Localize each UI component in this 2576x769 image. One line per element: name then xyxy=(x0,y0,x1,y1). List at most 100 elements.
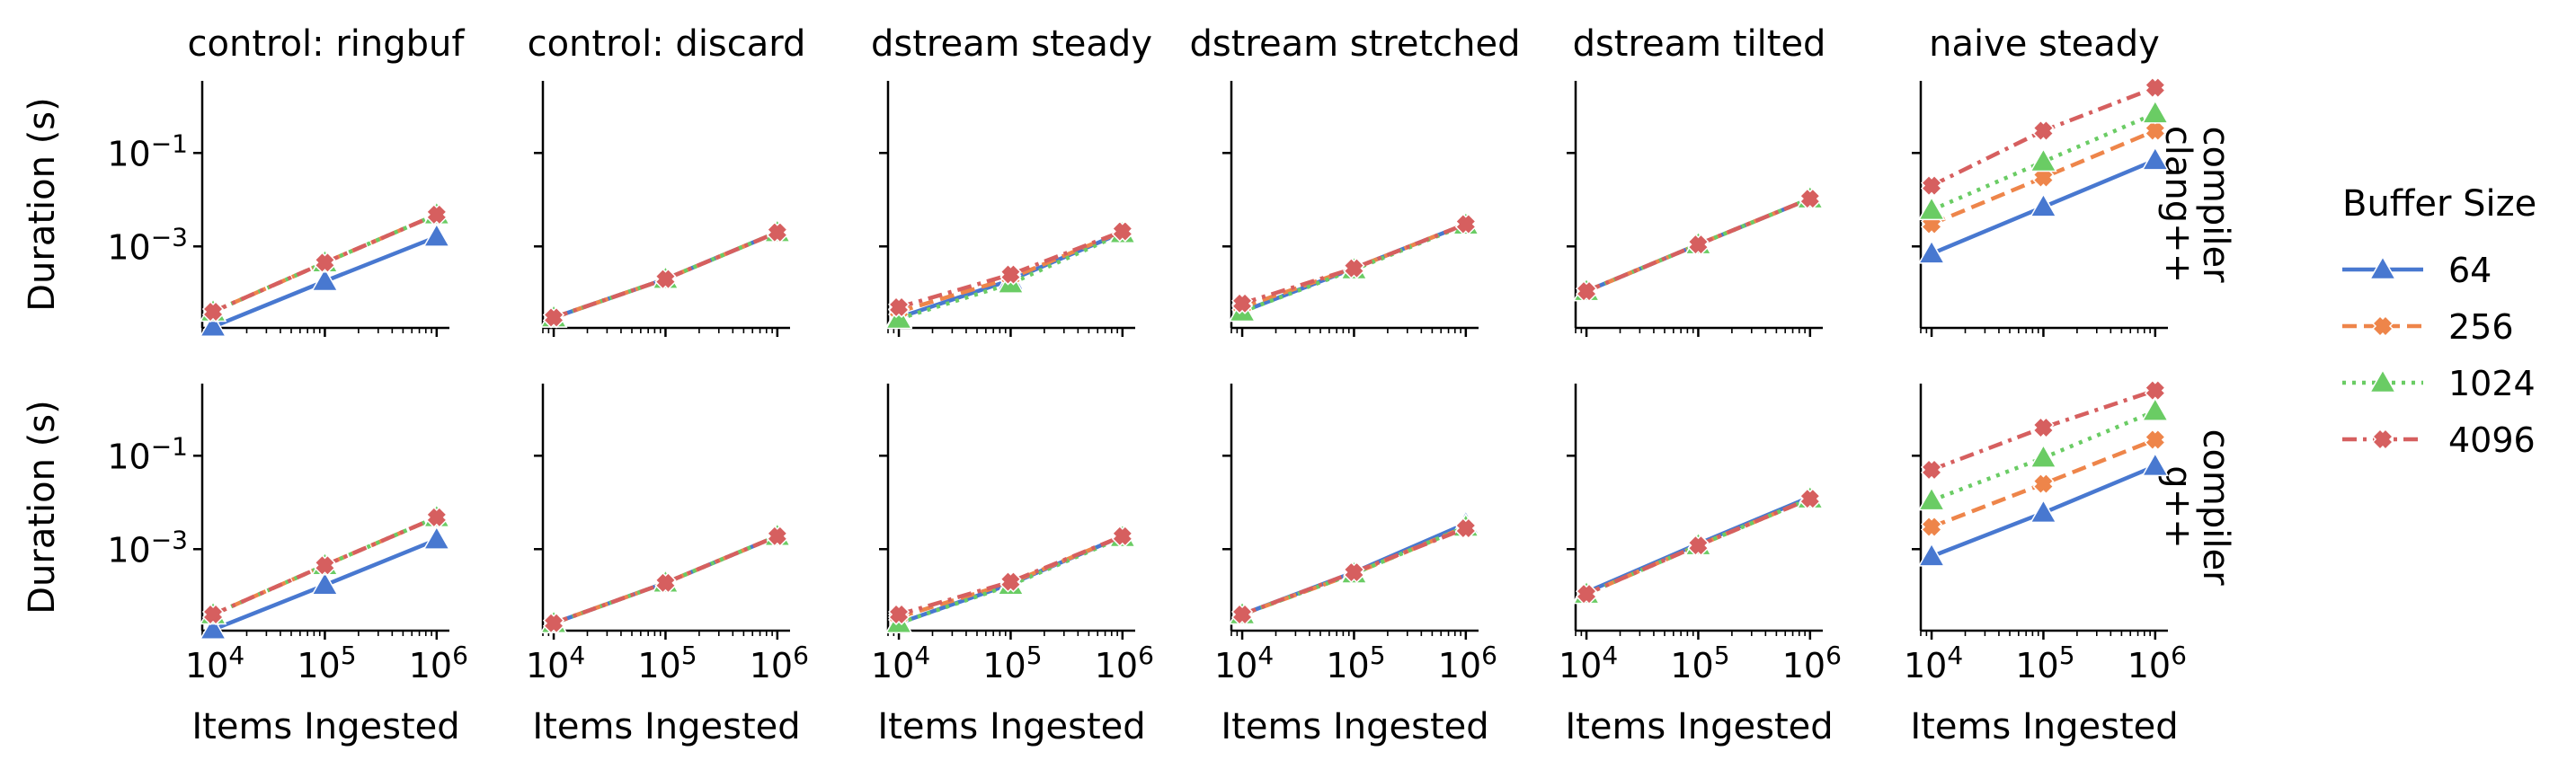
panel-title: dstream steady xyxy=(871,23,1152,65)
data-point xyxy=(2032,416,2055,439)
data-point xyxy=(1799,488,1821,510)
data-point xyxy=(311,267,339,292)
x-tick-label: 106 xyxy=(409,641,468,685)
panel-title: dstream tilted xyxy=(1573,23,1826,65)
data-point xyxy=(1920,516,1943,538)
series-64 xyxy=(1917,146,2170,264)
legend-marker xyxy=(2371,314,2394,338)
panel-1-2: control: discard xyxy=(528,23,806,337)
data-point xyxy=(1920,458,1943,481)
series-4096 xyxy=(1920,379,2166,481)
data-point xyxy=(201,603,225,626)
panel-2-5: 104 105 106 Items Ingested xyxy=(1559,384,1842,747)
panel-1-3: dstream steady xyxy=(871,23,1152,337)
data-point xyxy=(199,615,227,641)
series-line xyxy=(1931,388,2156,473)
x-tick-label: 104 xyxy=(1559,641,1618,685)
panel-title: control: discard xyxy=(528,23,806,65)
x-axis-label: Items Ingested xyxy=(191,706,459,747)
data-point xyxy=(1111,220,1133,243)
data-point xyxy=(1111,525,1133,547)
x-axis-label: Items Ingested xyxy=(1565,706,1833,747)
data-point xyxy=(2032,473,2055,495)
series-line xyxy=(898,534,1124,617)
series-4096 xyxy=(1575,488,1821,605)
data-point xyxy=(2141,146,2170,171)
data-point xyxy=(1917,239,1946,264)
x-tick-label: 105 xyxy=(637,641,697,685)
series-4096 xyxy=(542,221,788,329)
data-point xyxy=(2144,379,2166,402)
legend: Buffer Size 64 256 1024 4096 xyxy=(2342,183,2536,460)
series-4096 xyxy=(1230,517,1477,626)
y-tick-label: 10−1 xyxy=(107,431,188,476)
data-point xyxy=(311,570,339,596)
series-64 xyxy=(199,526,451,641)
series-line xyxy=(1586,197,1811,294)
series-256 xyxy=(1920,119,2166,235)
x-tick-label: 106 xyxy=(750,641,809,685)
x-tick-label: 106 xyxy=(2127,641,2187,685)
data-point xyxy=(314,252,336,274)
y-tick-label: 10−1 xyxy=(107,128,188,173)
panel-2-4: 104 105 106 Items Ingested xyxy=(1214,384,1497,747)
series-line xyxy=(212,212,438,314)
data-point xyxy=(1230,603,1254,626)
data-point xyxy=(1917,542,1946,567)
data-point xyxy=(654,571,677,594)
x-tick-label: 105 xyxy=(297,641,356,685)
data-point xyxy=(2144,429,2166,451)
x-axis-label: Items Ingested xyxy=(532,706,800,747)
legend-label: 1024 xyxy=(2448,364,2536,403)
data-point xyxy=(1454,517,1477,540)
data-point xyxy=(1575,280,1598,303)
series-line xyxy=(553,534,778,625)
data-point xyxy=(422,223,451,247)
x-tick-label: 106 xyxy=(1782,641,1842,685)
x-tick-label: 104 xyxy=(871,641,930,685)
series-line xyxy=(1586,497,1811,597)
data-point xyxy=(2030,147,2057,172)
data-point xyxy=(2030,499,2057,524)
x-tick-label: 106 xyxy=(1095,641,1154,685)
series-line xyxy=(212,515,438,617)
data-point xyxy=(542,306,565,329)
data-point xyxy=(766,221,788,243)
series-4096 xyxy=(542,525,788,634)
legend-title: Buffer Size xyxy=(2342,183,2536,225)
legend-label: 64 xyxy=(2448,251,2492,290)
series-64 xyxy=(1917,452,2170,567)
series-line xyxy=(553,230,778,320)
x-axis-label: Items Ingested xyxy=(877,706,1145,747)
data-point xyxy=(2032,119,2055,142)
x-tick-label: 104 xyxy=(185,641,244,685)
panel-1-1: control: ringbuf 10−3 10−1 Duration (s) xyxy=(22,23,465,338)
y-axis-label: Duration (s) xyxy=(22,400,63,614)
x-tick-label: 105 xyxy=(1326,641,1385,685)
legend-marker xyxy=(2368,368,2397,393)
data-point xyxy=(425,203,448,225)
series-4096 xyxy=(1230,213,1477,314)
data-point xyxy=(654,268,677,290)
panel-title: dstream stretched xyxy=(1189,23,1520,65)
x-tick-label: 106 xyxy=(1438,641,1497,685)
data-point xyxy=(425,506,448,528)
panel-2-3: 104 105 106 Items Ingested xyxy=(871,384,1154,747)
data-point xyxy=(1799,188,1821,210)
data-point xyxy=(999,570,1022,593)
data-point xyxy=(1917,486,1946,511)
series-1024 xyxy=(1917,397,2170,511)
series-64 xyxy=(199,223,451,338)
x-axis-label: Items Ingested xyxy=(1910,706,2178,747)
data-point xyxy=(1230,292,1254,314)
series-line xyxy=(1241,526,1467,617)
data-point xyxy=(1687,234,1710,256)
series-4096 xyxy=(887,220,1133,318)
legend-entry-64: 64 xyxy=(2342,251,2492,290)
data-point xyxy=(542,612,565,634)
